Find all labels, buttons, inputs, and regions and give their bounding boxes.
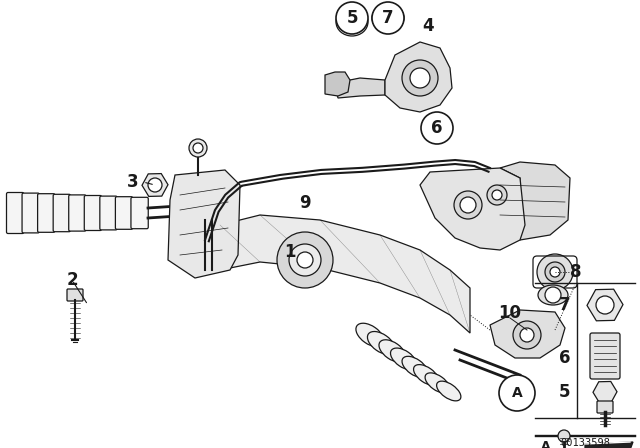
Circle shape — [513, 321, 541, 349]
Text: 7: 7 — [382, 9, 394, 27]
Text: 5: 5 — [559, 383, 571, 401]
Ellipse shape — [379, 340, 406, 362]
Ellipse shape — [425, 373, 450, 393]
Ellipse shape — [356, 323, 384, 347]
FancyBboxPatch shape — [6, 193, 24, 233]
Text: 7: 7 — [559, 296, 571, 314]
Text: 00133598: 00133598 — [560, 438, 610, 448]
Ellipse shape — [367, 332, 395, 354]
FancyBboxPatch shape — [68, 195, 86, 231]
FancyBboxPatch shape — [22, 193, 40, 233]
Circle shape — [454, 191, 482, 219]
Circle shape — [189, 139, 207, 157]
Polygon shape — [385, 42, 452, 112]
Ellipse shape — [372, 4, 404, 32]
Polygon shape — [220, 215, 470, 333]
Text: A: A — [511, 386, 522, 400]
Polygon shape — [420, 168, 525, 250]
Text: 6: 6 — [431, 119, 443, 137]
Polygon shape — [168, 170, 240, 278]
Circle shape — [558, 430, 570, 442]
Text: 5: 5 — [346, 9, 358, 27]
Circle shape — [545, 262, 565, 282]
Polygon shape — [490, 310, 565, 358]
Circle shape — [537, 254, 573, 290]
Text: 6: 6 — [559, 349, 571, 367]
FancyBboxPatch shape — [131, 197, 148, 228]
Circle shape — [499, 375, 535, 411]
Text: 1: 1 — [284, 243, 296, 261]
Circle shape — [460, 197, 476, 213]
Polygon shape — [500, 162, 570, 240]
Text: 10: 10 — [499, 304, 522, 322]
Circle shape — [336, 2, 368, 34]
Polygon shape — [335, 78, 385, 98]
Circle shape — [421, 112, 453, 144]
Circle shape — [372, 2, 404, 34]
Circle shape — [550, 267, 560, 277]
Circle shape — [148, 178, 162, 192]
FancyBboxPatch shape — [84, 195, 102, 231]
Ellipse shape — [402, 356, 428, 378]
FancyBboxPatch shape — [100, 196, 117, 230]
Ellipse shape — [336, 8, 368, 36]
Ellipse shape — [538, 285, 568, 305]
Text: 9: 9 — [299, 194, 311, 212]
FancyBboxPatch shape — [115, 197, 132, 229]
FancyBboxPatch shape — [67, 289, 83, 301]
Circle shape — [520, 328, 534, 342]
Polygon shape — [585, 442, 633, 448]
FancyBboxPatch shape — [53, 194, 70, 232]
Circle shape — [297, 252, 313, 268]
FancyBboxPatch shape — [597, 401, 613, 413]
Circle shape — [277, 232, 333, 288]
Ellipse shape — [436, 381, 461, 401]
Circle shape — [545, 287, 561, 303]
Polygon shape — [325, 72, 350, 96]
Circle shape — [487, 185, 507, 205]
Text: 8: 8 — [570, 263, 582, 281]
Text: 3: 3 — [127, 173, 139, 191]
FancyBboxPatch shape — [590, 333, 620, 379]
Ellipse shape — [413, 365, 439, 385]
Ellipse shape — [390, 348, 417, 370]
FancyBboxPatch shape — [38, 194, 55, 233]
Circle shape — [596, 296, 614, 314]
Circle shape — [492, 190, 502, 200]
Circle shape — [410, 68, 430, 88]
Text: A: A — [541, 439, 551, 448]
Circle shape — [289, 244, 321, 276]
Text: 4: 4 — [422, 17, 434, 35]
Text: 2: 2 — [66, 271, 78, 289]
Circle shape — [402, 60, 438, 96]
Circle shape — [193, 143, 203, 153]
